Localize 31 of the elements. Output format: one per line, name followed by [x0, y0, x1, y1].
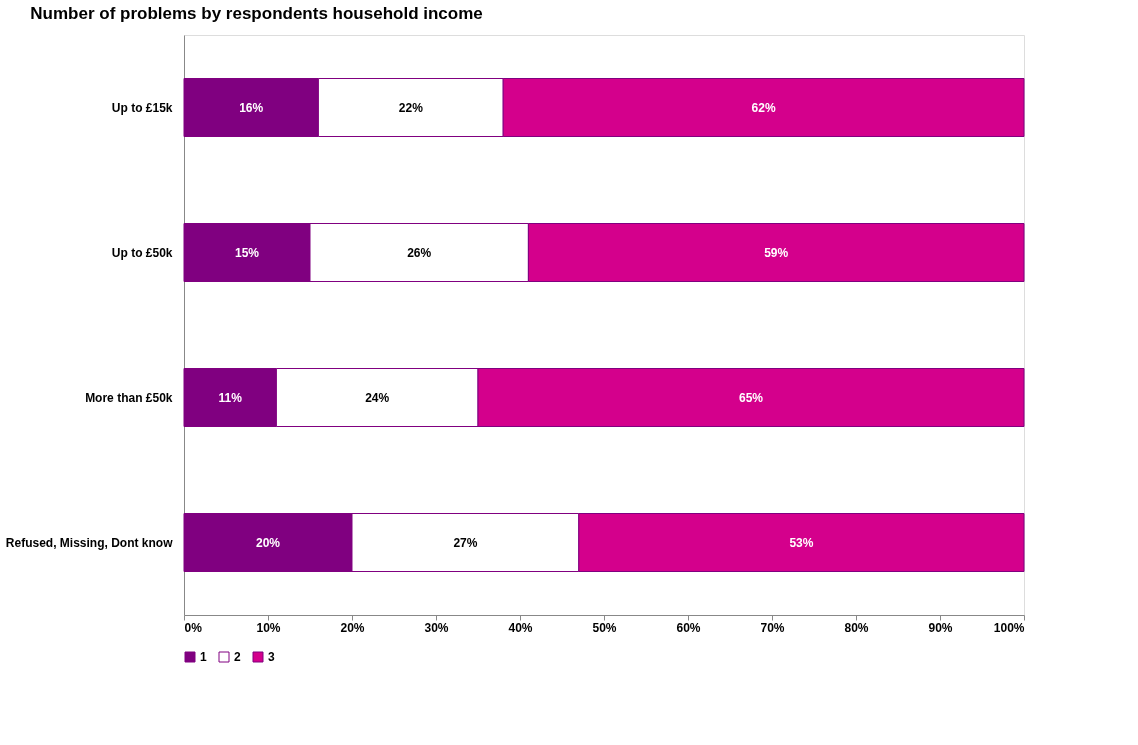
x-tick-label: 20%: [340, 620, 365, 635]
x-tick-label: 40%: [508, 620, 533, 635]
data-label: 22%: [398, 100, 424, 115]
data-label: 59%: [764, 245, 789, 260]
x-tick-label: 80%: [844, 620, 869, 635]
data-label: 27%: [453, 535, 478, 550]
chart-title: Number of problems by respondents household income: [30, 4, 483, 23]
legend-label: 3: [268, 650, 275, 664]
data-label: 24%: [365, 390, 390, 405]
y-tick-label: Refused, Missing, Dont know: [5, 535, 174, 550]
x-tick-label: 100%: [993, 620, 1025, 635]
y-tick-label: More than £50k: [85, 390, 173, 405]
legend-label: 1: [200, 650, 207, 664]
x-tick-label: 90%: [928, 620, 953, 635]
x-tick-label: 10%: [256, 620, 281, 635]
data-label: 15%: [234, 245, 260, 260]
data-label: 20%: [255, 535, 281, 550]
data-label: 16%: [239, 100, 264, 115]
legend-label: 2: [234, 650, 241, 664]
data-label: 62%: [751, 100, 776, 115]
y-tick-label: Up to £50k: [111, 245, 173, 260]
x-tick-label: 30%: [424, 620, 449, 635]
data-label: 11%: [218, 390, 243, 405]
data-label: 65%: [738, 390, 764, 405]
y-tick-label: Up to £15k: [111, 100, 173, 115]
x-tick-label: 50%: [592, 620, 617, 635]
data-label: 53%: [789, 535, 814, 550]
data-label: 26%: [407, 245, 432, 260]
x-tick-label: 70%: [760, 620, 785, 635]
x-tick-label: 0%: [184, 620, 203, 635]
x-tick-label: 60%: [676, 620, 701, 635]
